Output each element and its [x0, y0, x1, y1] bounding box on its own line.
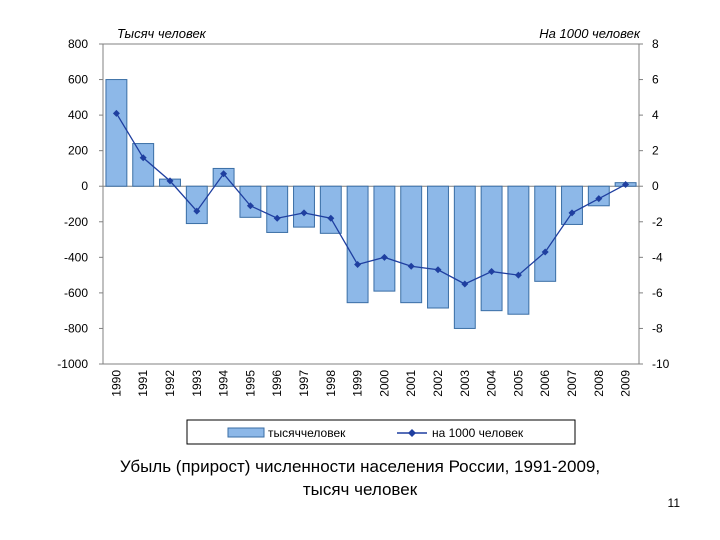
- legend-line-marker: [408, 429, 416, 437]
- x-tick-label: 1990: [109, 370, 123, 397]
- left-tick-label: -800: [64, 321, 88, 335]
- x-tick-label: 1998: [324, 370, 338, 397]
- legend-bar-swatch: [227, 427, 265, 438]
- line-point-2005: [514, 271, 522, 279]
- x-tick-label: 2001: [404, 370, 418, 397]
- right-tick-label: 4: [652, 108, 659, 122]
- line-point-2002: [434, 266, 442, 274]
- line-point-2000: [380, 253, 388, 261]
- bar-2002: [427, 185, 449, 309]
- bar-1996: [266, 185, 289, 233]
- right-axis-ticks: 8 6 4 2 0 -2 -4 -6 -8 -10: [639, 37, 670, 371]
- bar-2003: [453, 185, 476, 329]
- right-tick-label: 6: [652, 73, 659, 87]
- left-axis-unit: Тысяч человек: [117, 26, 207, 41]
- x-tick-label: 1999: [351, 370, 365, 397]
- left-tick-label: -1000: [57, 357, 88, 371]
- right-tick-label: 0: [652, 179, 659, 193]
- left-tick-label: 800: [68, 37, 88, 51]
- right-axis-unit: На 1000 человек: [539, 26, 641, 41]
- x-tick-label: 1995: [243, 370, 257, 397]
- line-point-2006: [541, 248, 549, 256]
- line-point-1997: [300, 209, 308, 217]
- x-tick-label: 2008: [592, 370, 606, 397]
- line-point-2004: [488, 268, 496, 276]
- bar-2005: [507, 185, 530, 315]
- left-tick-label: -400: [64, 250, 88, 264]
- bar-1995: [239, 185, 262, 218]
- x-tick-label: 2002: [431, 370, 445, 397]
- x-tick-label: 2007: [565, 370, 579, 397]
- caption-line-2: тысяч человек: [302, 480, 418, 499]
- x-tick-label: 2004: [485, 370, 499, 397]
- right-tick-label: -2: [652, 215, 663, 229]
- bar-1998: [319, 185, 342, 234]
- right-tick-label: -8: [652, 321, 663, 335]
- line-point-2008: [595, 195, 603, 203]
- bar-1999: [346, 185, 369, 304]
- line-point-1994: [220, 170, 228, 178]
- line-point-1996: [273, 214, 281, 222]
- right-tick-label: 2: [652, 144, 659, 158]
- bar-1993: [185, 185, 208, 225]
- left-tick-label: -200: [64, 215, 88, 229]
- x-tick-label: 1993: [190, 370, 204, 397]
- bar-1990: [105, 79, 128, 187]
- right-tick-label: -10: [652, 357, 670, 371]
- x-tick-label: 2003: [458, 370, 472, 397]
- left-tick-label: 200: [68, 144, 88, 158]
- bar-1991: [132, 143, 155, 187]
- left-tick-label: 400: [68, 108, 88, 122]
- x-tick-label: 1996: [270, 370, 284, 397]
- line-point-1999: [354, 260, 362, 268]
- left-tick-label: -600: [64, 286, 88, 300]
- x-tick-label: 2006: [538, 370, 552, 397]
- bar-2004: [480, 185, 503, 312]
- left-axis-ticks: 800 600 400 200 0 -200 -400 -600 -800 -1000: [57, 37, 103, 371]
- line-point-1998: [327, 214, 335, 222]
- line-point-2009: [622, 180, 630, 188]
- left-tick-label: 600: [68, 73, 88, 87]
- legend-box: [186, 419, 576, 445]
- plot-frame: [102, 43, 640, 365]
- legend-line-label: на 1000 человек: [432, 426, 524, 440]
- x-tick-label: 2005: [511, 370, 525, 397]
- bar-2000: [373, 185, 396, 292]
- right-tick-label: -4: [652, 250, 663, 264]
- x-tick-label: 1991: [136, 370, 150, 397]
- line-series-group: [112, 109, 630, 288]
- bar-1997: [293, 185, 315, 228]
- x-tick-label: 2009: [619, 370, 633, 397]
- bar-2001: [400, 185, 423, 304]
- bar-2006: [534, 185, 557, 282]
- line-point-1993: [193, 207, 201, 215]
- bars-group: [105, 79, 637, 329]
- line-point-1990: [112, 109, 120, 117]
- line-point-2001: [407, 262, 415, 270]
- line-point-2007: [568, 209, 576, 217]
- x-tick-label: 1992: [163, 370, 177, 397]
- legend: тысяччеловек на 1000 человек: [186, 419, 576, 445]
- line-point-1991: [139, 154, 147, 162]
- x-axis-ticks: 1990 1991 1992 1993 1994 1995 1996 1997 1998 1999…: [109, 370, 632, 397]
- line-point-1992: [166, 177, 174, 185]
- slide-number: 11: [667, 496, 680, 510]
- right-tick-label: 8: [652, 37, 659, 51]
- legend-bar-label: тысяччеловек: [268, 426, 346, 440]
- line-point-2003: [461, 280, 469, 288]
- chart-caption: Убыль (прирост) численности населения Ро…: [40, 455, 680, 501]
- line-series-path: [115, 112, 626, 285]
- plot-area: [102, 43, 640, 365]
- x-tick-label: 2000: [377, 370, 391, 397]
- right-tick-label: -6: [652, 286, 663, 300]
- x-tick-label: 1994: [217, 370, 231, 397]
- x-tick-label: 1997: [297, 370, 311, 397]
- line-point-1995: [246, 202, 254, 210]
- caption-line-1: Убыль (прирост) численности населения Ро…: [119, 457, 601, 476]
- left-tick-label: 0: [81, 179, 88, 193]
- bar-2007: [561, 185, 583, 225]
